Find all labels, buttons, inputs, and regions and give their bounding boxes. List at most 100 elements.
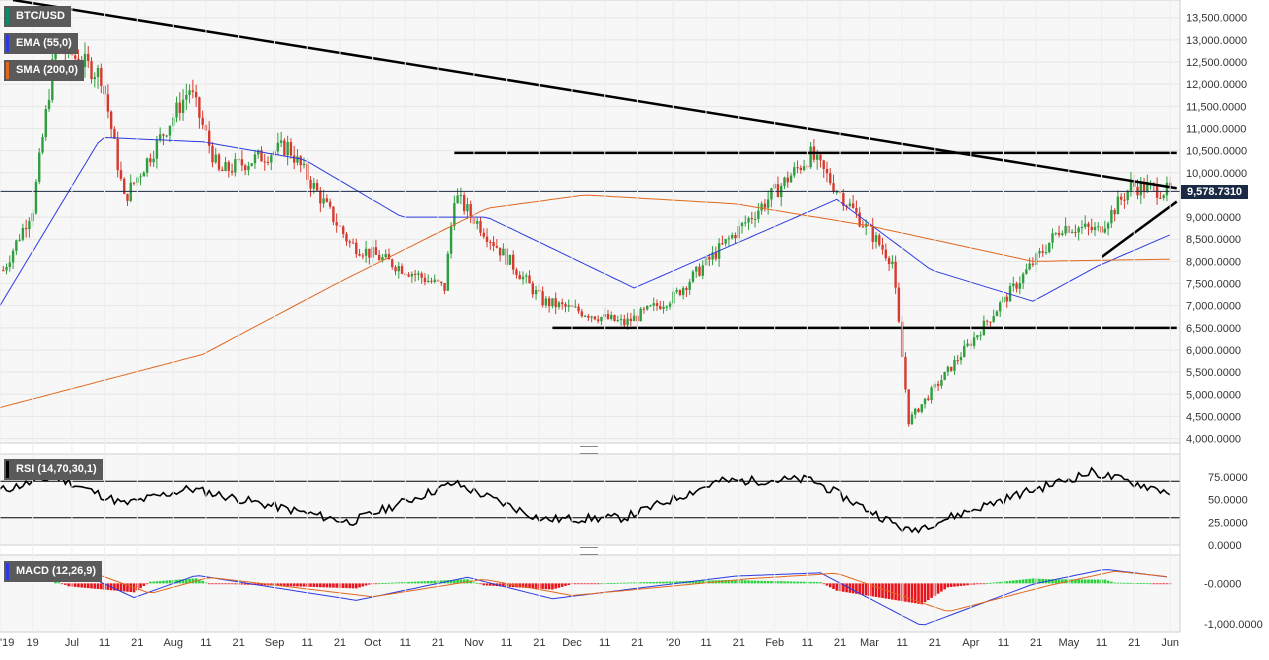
macd-histogram-bar: [1129, 582, 1133, 584]
macd-histogram-bar: [750, 580, 754, 584]
candle-body: [342, 226, 345, 234]
rsi-color-bar: [6, 461, 9, 478]
macd-histogram-bar: [64, 583, 67, 585]
candle-body: [927, 398, 930, 400]
macd-histogram-bar: [374, 583, 378, 585]
macd-histogram-bar: [1025, 579, 1028, 584]
candle-body: [936, 383, 940, 386]
macd-histogram-bar: [489, 583, 492, 586]
candle-body: [734, 234, 737, 239]
trendline: [1100, 200, 1178, 258]
macd-label[interactable]: MACD (12,26,9): [4, 561, 103, 582]
candle-body: [106, 94, 110, 112]
candle-body: [315, 183, 319, 191]
macd-histogram-bar: [230, 583, 234, 585]
candle-body: [1165, 182, 1169, 196]
candle-body: [766, 199, 770, 208]
pane-resize-handle-1[interactable]: [580, 446, 598, 454]
macd-histogram-bar: [871, 583, 875, 597]
macd-histogram-bar: [855, 583, 858, 594]
sma-label-text: SMA (200,0): [16, 64, 78, 76]
candle-body: [1126, 190, 1129, 201]
macd-histogram-bar: [358, 583, 361, 588]
candle-body: [914, 408, 917, 415]
macd-histogram-bar: [459, 579, 463, 584]
candle-body: [93, 77, 96, 80]
candle-body: [73, 55, 77, 59]
candle-body: [358, 254, 361, 256]
time-tick-label: Nov: [464, 637, 484, 649]
sma-color-bar: [6, 62, 9, 79]
macd-histogram-bar: [1021, 579, 1025, 584]
macd-histogram-bar: [1008, 580, 1012, 584]
macd-histogram-bar: [276, 583, 280, 586]
pane-bg-price: [0, 0, 1181, 444]
candle-body: [430, 280, 433, 282]
candle-body: [616, 320, 619, 322]
macd-histogram-bar: [410, 581, 414, 584]
candle-body: [554, 298, 557, 308]
candle-body: [502, 248, 505, 256]
macd-histogram-bar: [485, 583, 489, 586]
trendline: [12, 0, 1177, 190]
candle-body: [319, 190, 322, 204]
candle-body: [224, 162, 227, 172]
candle-body: [832, 183, 835, 192]
candle-body: [596, 319, 600, 322]
sma-label[interactable]: SMA (200,0): [4, 60, 84, 81]
macd-histogram-bar: [129, 583, 133, 593]
macd-histogram-bar: [694, 580, 698, 584]
candle-body: [930, 387, 933, 400]
time-tick-label: Aug: [163, 637, 183, 649]
candle-body: [587, 315, 590, 318]
candle-body: [456, 195, 459, 204]
candle-body: [194, 92, 198, 98]
macd-histogram-bar: [57, 582, 61, 584]
candle-body: [250, 163, 253, 166]
macd-histogram-bar: [724, 580, 727, 584]
macd-histogram-bar: [1087, 579, 1090, 584]
candle-body: [606, 314, 610, 319]
candle-body: [910, 414, 914, 425]
time-tick-label: Dec: [562, 637, 582, 649]
candle-body: [825, 168, 829, 174]
candle-body: [286, 141, 289, 156]
rsi-label[interactable]: RSI (14,70,30,1): [4, 459, 103, 480]
candle-body: [289, 141, 293, 156]
macd-histogram-bar: [904, 583, 907, 602]
candle-body: [701, 265, 704, 276]
candle-body: [659, 306, 662, 309]
candle-body: [47, 99, 51, 110]
ema-label[interactable]: EMA (55,0): [4, 33, 78, 54]
macd-histogram-bar: [989, 582, 992, 584]
candle-body: [426, 280, 430, 283]
candle-body: [351, 242, 355, 244]
rsi-line: [0, 466, 1171, 534]
macd-histogram-bar: [730, 579, 734, 584]
price-tick-label: 10,000.0000: [1186, 168, 1247, 180]
price-tick-label: 4,500.0000: [1186, 411, 1241, 423]
candle-body: [793, 167, 796, 176]
candle-body: [253, 154, 257, 164]
macd-histogram-bar: [609, 583, 613, 584]
instrument-label[interactable]: BTC/USD: [4, 6, 71, 27]
macd-histogram-bar: [802, 581, 806, 584]
macd-histogram-bar: [743, 580, 747, 584]
candle-body: [583, 315, 587, 317]
time-tick-label: 21: [232, 637, 244, 649]
macd-histogram-bar: [224, 583, 227, 585]
candle-body: [593, 316, 597, 320]
candle-body: [695, 266, 698, 272]
pane-resize-handle-2[interactable]: [580, 547, 598, 555]
macd-histogram-bar: [665, 581, 669, 584]
candle-body: [1012, 283, 1015, 287]
macd-histogram-bar: [1123, 582, 1126, 584]
macd-histogram-bar: [953, 583, 956, 587]
macd-histogram-bar: [433, 580, 437, 584]
candle-body: [1044, 252, 1048, 254]
candle-body: [802, 166, 806, 170]
candle-body: [322, 198, 325, 204]
candle-body: [949, 366, 953, 371]
macd-histogram-bar: [662, 581, 665, 584]
